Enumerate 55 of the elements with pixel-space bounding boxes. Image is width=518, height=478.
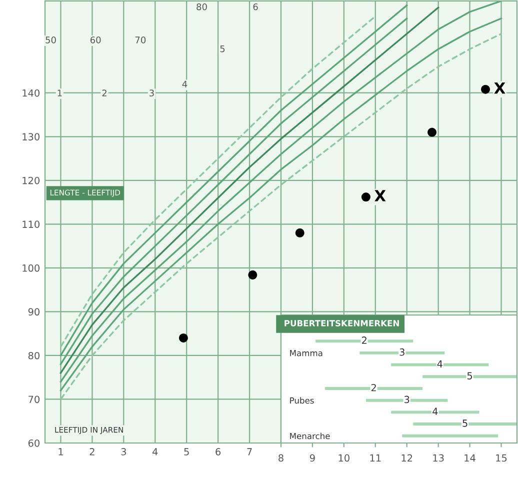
y-tick-label: 100 <box>22 264 40 272</box>
x-tick-label: 15 <box>496 454 507 462</box>
x-tick-label: 12 <box>402 454 412 462</box>
y-tick-label: 130 <box>22 133 40 140</box>
y-tick-label: 60 <box>28 439 40 447</box>
annotation: 50 <box>46 36 56 44</box>
annotation: 4 <box>437 360 442 368</box>
category-label: Pubes <box>290 397 314 404</box>
x-tick-label: 7 <box>247 448 252 456</box>
annotation: 5 <box>462 420 468 427</box>
x-tick-label: 11 <box>370 454 381 462</box>
annotation: 5 <box>220 45 225 52</box>
x-tick-label: 3 <box>121 448 126 456</box>
x-tick-label: 8 <box>278 454 284 462</box>
bar <box>402 434 498 438</box>
point <box>361 192 370 202</box>
x-tick-label: 5 <box>184 448 189 456</box>
x-tick-label: 4 <box>152 448 158 456</box>
y-tick-label: 120 <box>22 176 40 184</box>
annotation: 3 <box>404 396 410 404</box>
x-tick-label: 10 <box>338 454 350 462</box>
annotation: 2 <box>371 384 376 392</box>
point <box>427 128 437 137</box>
x-tick-label: 13 <box>433 454 444 462</box>
y-tick-label: 80 <box>28 352 40 360</box>
annotation: 6 <box>253 3 258 10</box>
x-tick-label: 2 <box>90 448 94 456</box>
annotation: 4 <box>432 408 438 415</box>
annotation: 2 <box>362 336 366 344</box>
y-tick-label: 110 <box>22 220 40 228</box>
x-tick-label: 1 <box>58 448 63 456</box>
chart-title: PUBERTEITSKENMERKEN <box>284 320 399 326</box>
annotation: 2 <box>102 90 106 96</box>
annotation: 4 <box>182 80 188 88</box>
annotation: 3 <box>400 348 404 356</box>
category-label: Menarche <box>290 432 330 440</box>
x-tick-label: 14 <box>464 454 476 462</box>
y-tick-label: 90 <box>28 308 40 316</box>
x-tick-label: 9 <box>310 454 315 462</box>
annotation: X <box>494 82 506 94</box>
point <box>178 333 188 342</box>
annotation: 1 <box>58 90 62 96</box>
annotation: 80 <box>196 3 207 10</box>
y-tick-label: 140 <box>22 89 40 97</box>
point <box>295 228 304 238</box>
point <box>480 84 490 94</box>
annotation: 3 <box>150 90 154 96</box>
annotation: X <box>374 190 386 202</box>
annotation: 60 <box>90 36 101 44</box>
x-tick-label: 6 <box>216 448 221 456</box>
y-tick-label: 70 <box>28 396 40 404</box>
annotation: 5 <box>467 372 472 380</box>
category-label: Mamma <box>290 350 322 356</box>
point <box>248 270 258 280</box>
annotation: 70 <box>135 36 146 44</box>
